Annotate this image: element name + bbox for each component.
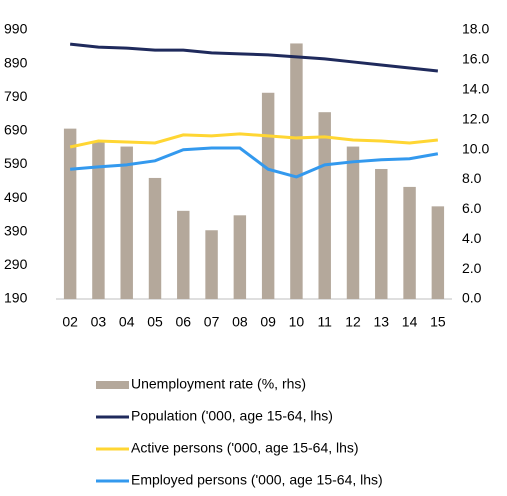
x-tick-label: 13 <box>373 314 389 330</box>
y2-tick-label: 14.0 <box>462 80 489 96</box>
y-tick-label: 490 <box>4 189 28 205</box>
legend-label: Population ('000, age 15-64, lhs) <box>131 408 333 424</box>
x-tick-label: 03 <box>91 314 107 330</box>
y-tick-label: 390 <box>4 222 28 238</box>
y-tick-label: 190 <box>4 290 28 306</box>
bar <box>92 142 105 299</box>
line <box>69 42 439 73</box>
y2-tick-label: 2.0 <box>462 260 482 276</box>
legend-label: Unemployment rate (%, rhs) <box>131 376 306 392</box>
x-tick-label: 05 <box>147 314 163 330</box>
y2-tick-label: 10.0 <box>462 140 489 156</box>
x-tick-label: 06 <box>175 314 191 330</box>
x-tick-label: 12 <box>345 314 361 330</box>
bar <box>431 206 445 299</box>
y2-tick-label: 8.0 <box>462 170 482 186</box>
y2-tick-label: 16.0 <box>462 51 489 67</box>
x-tick-label: 11 <box>317 314 332 330</box>
bar <box>63 128 77 299</box>
x-tick-label: 07 <box>204 314 220 330</box>
x-tick-label: 15 <box>430 314 446 330</box>
bar <box>120 146 133 299</box>
x-tick-label: 09 <box>260 314 276 330</box>
line <box>69 132 439 149</box>
y-tick-label: 690 <box>4 122 28 138</box>
legend-label: Employed persons ('000, age 15-64, lhs) <box>131 472 383 488</box>
x-tick-label: 10 <box>289 314 305 330</box>
x-tick-label: 02 <box>62 314 78 330</box>
bar <box>290 43 303 300</box>
bar <box>205 230 218 299</box>
bar <box>318 112 331 299</box>
bar <box>346 146 360 299</box>
legend-swatch <box>96 381 129 389</box>
x-tick-label: 14 <box>402 314 418 330</box>
y2-tick-label: 6.0 <box>462 200 482 216</box>
bar <box>177 210 190 299</box>
y-tick-label: 790 <box>4 88 28 104</box>
line <box>70 146 439 179</box>
legend-label: Active persons ('000, age 15-64, lhs) <box>131 440 359 456</box>
bar <box>261 92 275 300</box>
x-tick-label: 04 <box>119 314 135 330</box>
bar <box>233 215 247 299</box>
bar <box>148 177 162 299</box>
y-tick-label: 990 <box>4 21 28 37</box>
y-tick-label: 890 <box>4 54 28 70</box>
y2-tick-label: 0.0 <box>462 290 482 306</box>
y2-tick-label: 18.0 <box>462 21 489 37</box>
y2-tick-label: 4.0 <box>462 230 482 246</box>
x-tick-label: 08 <box>232 314 248 330</box>
y-tick-label: 290 <box>4 256 28 272</box>
bar <box>375 168 388 299</box>
y2-tick-label: 12.0 <box>462 110 489 126</box>
bar <box>403 186 416 299</box>
y-tick-label: 590 <box>4 155 28 171</box>
